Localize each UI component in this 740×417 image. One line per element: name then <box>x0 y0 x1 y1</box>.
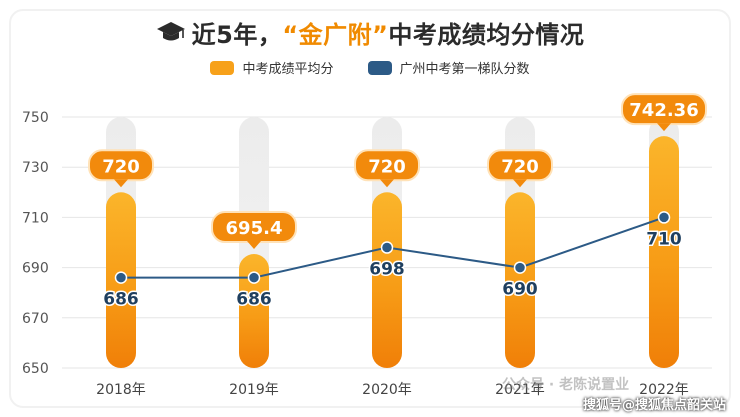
bar-value-label: 720 <box>368 156 406 177</box>
line-value-label: 686 <box>236 290 272 310</box>
bar-value-label: 720 <box>102 156 140 177</box>
line-point <box>114 271 128 284</box>
bar-value-badge: 742.36 <box>621 93 707 132</box>
chart-title: 近5年， “金广附” 中考成绩均分情况 <box>0 14 740 50</box>
line-point <box>380 241 394 254</box>
y-tick-label: 730 <box>22 160 49 176</box>
bar-average-4 <box>649 136 679 368</box>
line-point <box>657 211 671 224</box>
bar-value-label: 695.4 <box>226 218 283 239</box>
legend-swatch-tier1 <box>367 60 392 75</box>
line-value-label: 698 <box>369 260 405 280</box>
legend-label-average: 中考成绩平均分 <box>242 62 334 77</box>
line-value-label: 690 <box>502 280 538 300</box>
graduation-cap-icon <box>156 22 185 41</box>
legend-item-tier1: 广州中考第一梯队分数 <box>367 58 530 77</box>
title-prefix: 近5年， <box>191 20 283 49</box>
y-tick-label: 690 <box>22 261 49 277</box>
title-highlight: “金广附” <box>282 20 389 49</box>
bar-value-badge: 720 <box>487 149 553 188</box>
x-tick-label: 2021年 <box>495 382 545 398</box>
x-tick-label: 2022年 <box>639 382 689 398</box>
legend-swatch-average <box>210 60 235 75</box>
legend-label-tier1: 广州中考第一梯队分数 <box>399 62 530 77</box>
x-tick-label: 2018年 <box>96 382 146 398</box>
bar-value-badge: 720 <box>354 149 420 188</box>
watermark: 搜狐号@搜狐焦点韶关站 <box>582 398 726 413</box>
x-tick-label: 2019年 <box>229 382 279 398</box>
bar-value-label: 742.36 <box>629 100 698 121</box>
bar-average-1 <box>239 254 269 368</box>
line-point <box>247 271 261 284</box>
y-tick-label: 670 <box>22 311 49 327</box>
line-point <box>513 261 527 274</box>
title-suffix: 中考成绩均分情况 <box>388 20 585 49</box>
bar-value-badge: 695.4 <box>211 211 297 250</box>
legend-item-average: 中考成绩平均分 <box>210 58 334 77</box>
bar-average-2 <box>372 192 402 368</box>
y-tick-label: 750 <box>22 110 49 126</box>
bar-value-label: 720 <box>501 156 539 177</box>
chart-legend: 中考成绩平均分 广州中考第一梯队分数 <box>0 58 740 77</box>
line-value-label: 686 <box>103 290 139 310</box>
line-value-label: 710 <box>646 229 682 249</box>
bar-average-3 <box>505 192 535 368</box>
bar-value-badge: 720 <box>88 149 154 188</box>
faint-watermark: 公众号 · 老陈说置业 <box>502 377 630 393</box>
x-tick-label: 2020年 <box>362 382 412 398</box>
y-tick-label: 650 <box>22 361 49 377</box>
y-tick-label: 710 <box>22 210 49 226</box>
